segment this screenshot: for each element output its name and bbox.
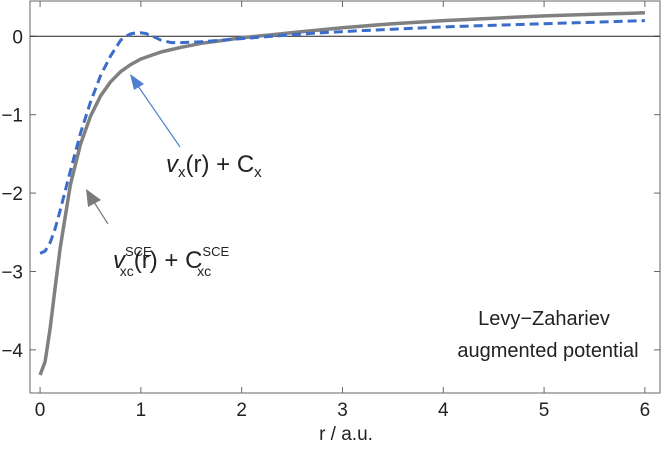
vx-annotation: vx(r) + Cx <box>166 151 262 181</box>
x-tick-label: 1 <box>136 400 147 421</box>
annotation-arrows <box>86 74 181 225</box>
y-tick-label: −3 <box>1 262 23 283</box>
series-line-vx <box>39 19 645 255</box>
vxc-annotation: vSCE xc(r) + CSCE xc <box>113 244 229 279</box>
vx-arrow-head <box>130 74 144 90</box>
note-line-2: augmented potential <box>457 340 638 362</box>
y-tick-label: 0 <box>12 27 23 48</box>
plot-frame <box>29 0 661 394</box>
x-tick-label: 5 <box>539 400 550 421</box>
x-tick-label: 6 <box>640 400 651 421</box>
y-tick-label: −2 <box>1 184 23 205</box>
x-tick-label: 0 <box>35 400 46 421</box>
y-tick-label: −4 <box>1 341 23 362</box>
note-line-1: Levy−Zahariev <box>478 308 610 330</box>
series-group <box>38 11 645 376</box>
x-axis-label: r / a.u. <box>319 424 373 445</box>
vxc-arrow-line <box>93 201 109 225</box>
vx-arrow-line <box>137 85 181 148</box>
y-tick-label: −1 <box>1 106 23 127</box>
x-tick-label: 2 <box>236 400 247 421</box>
x-tick-label: 3 <box>337 400 348 421</box>
vxc-arrow-head <box>86 189 101 207</box>
x-tick-label: 4 <box>438 400 449 421</box>
axis-ticks: 0 1 2 3 4 5 6 0 −1 −2 −3 −4 <box>1 1 660 421</box>
series-line-vxc-sce <box>38 11 645 376</box>
